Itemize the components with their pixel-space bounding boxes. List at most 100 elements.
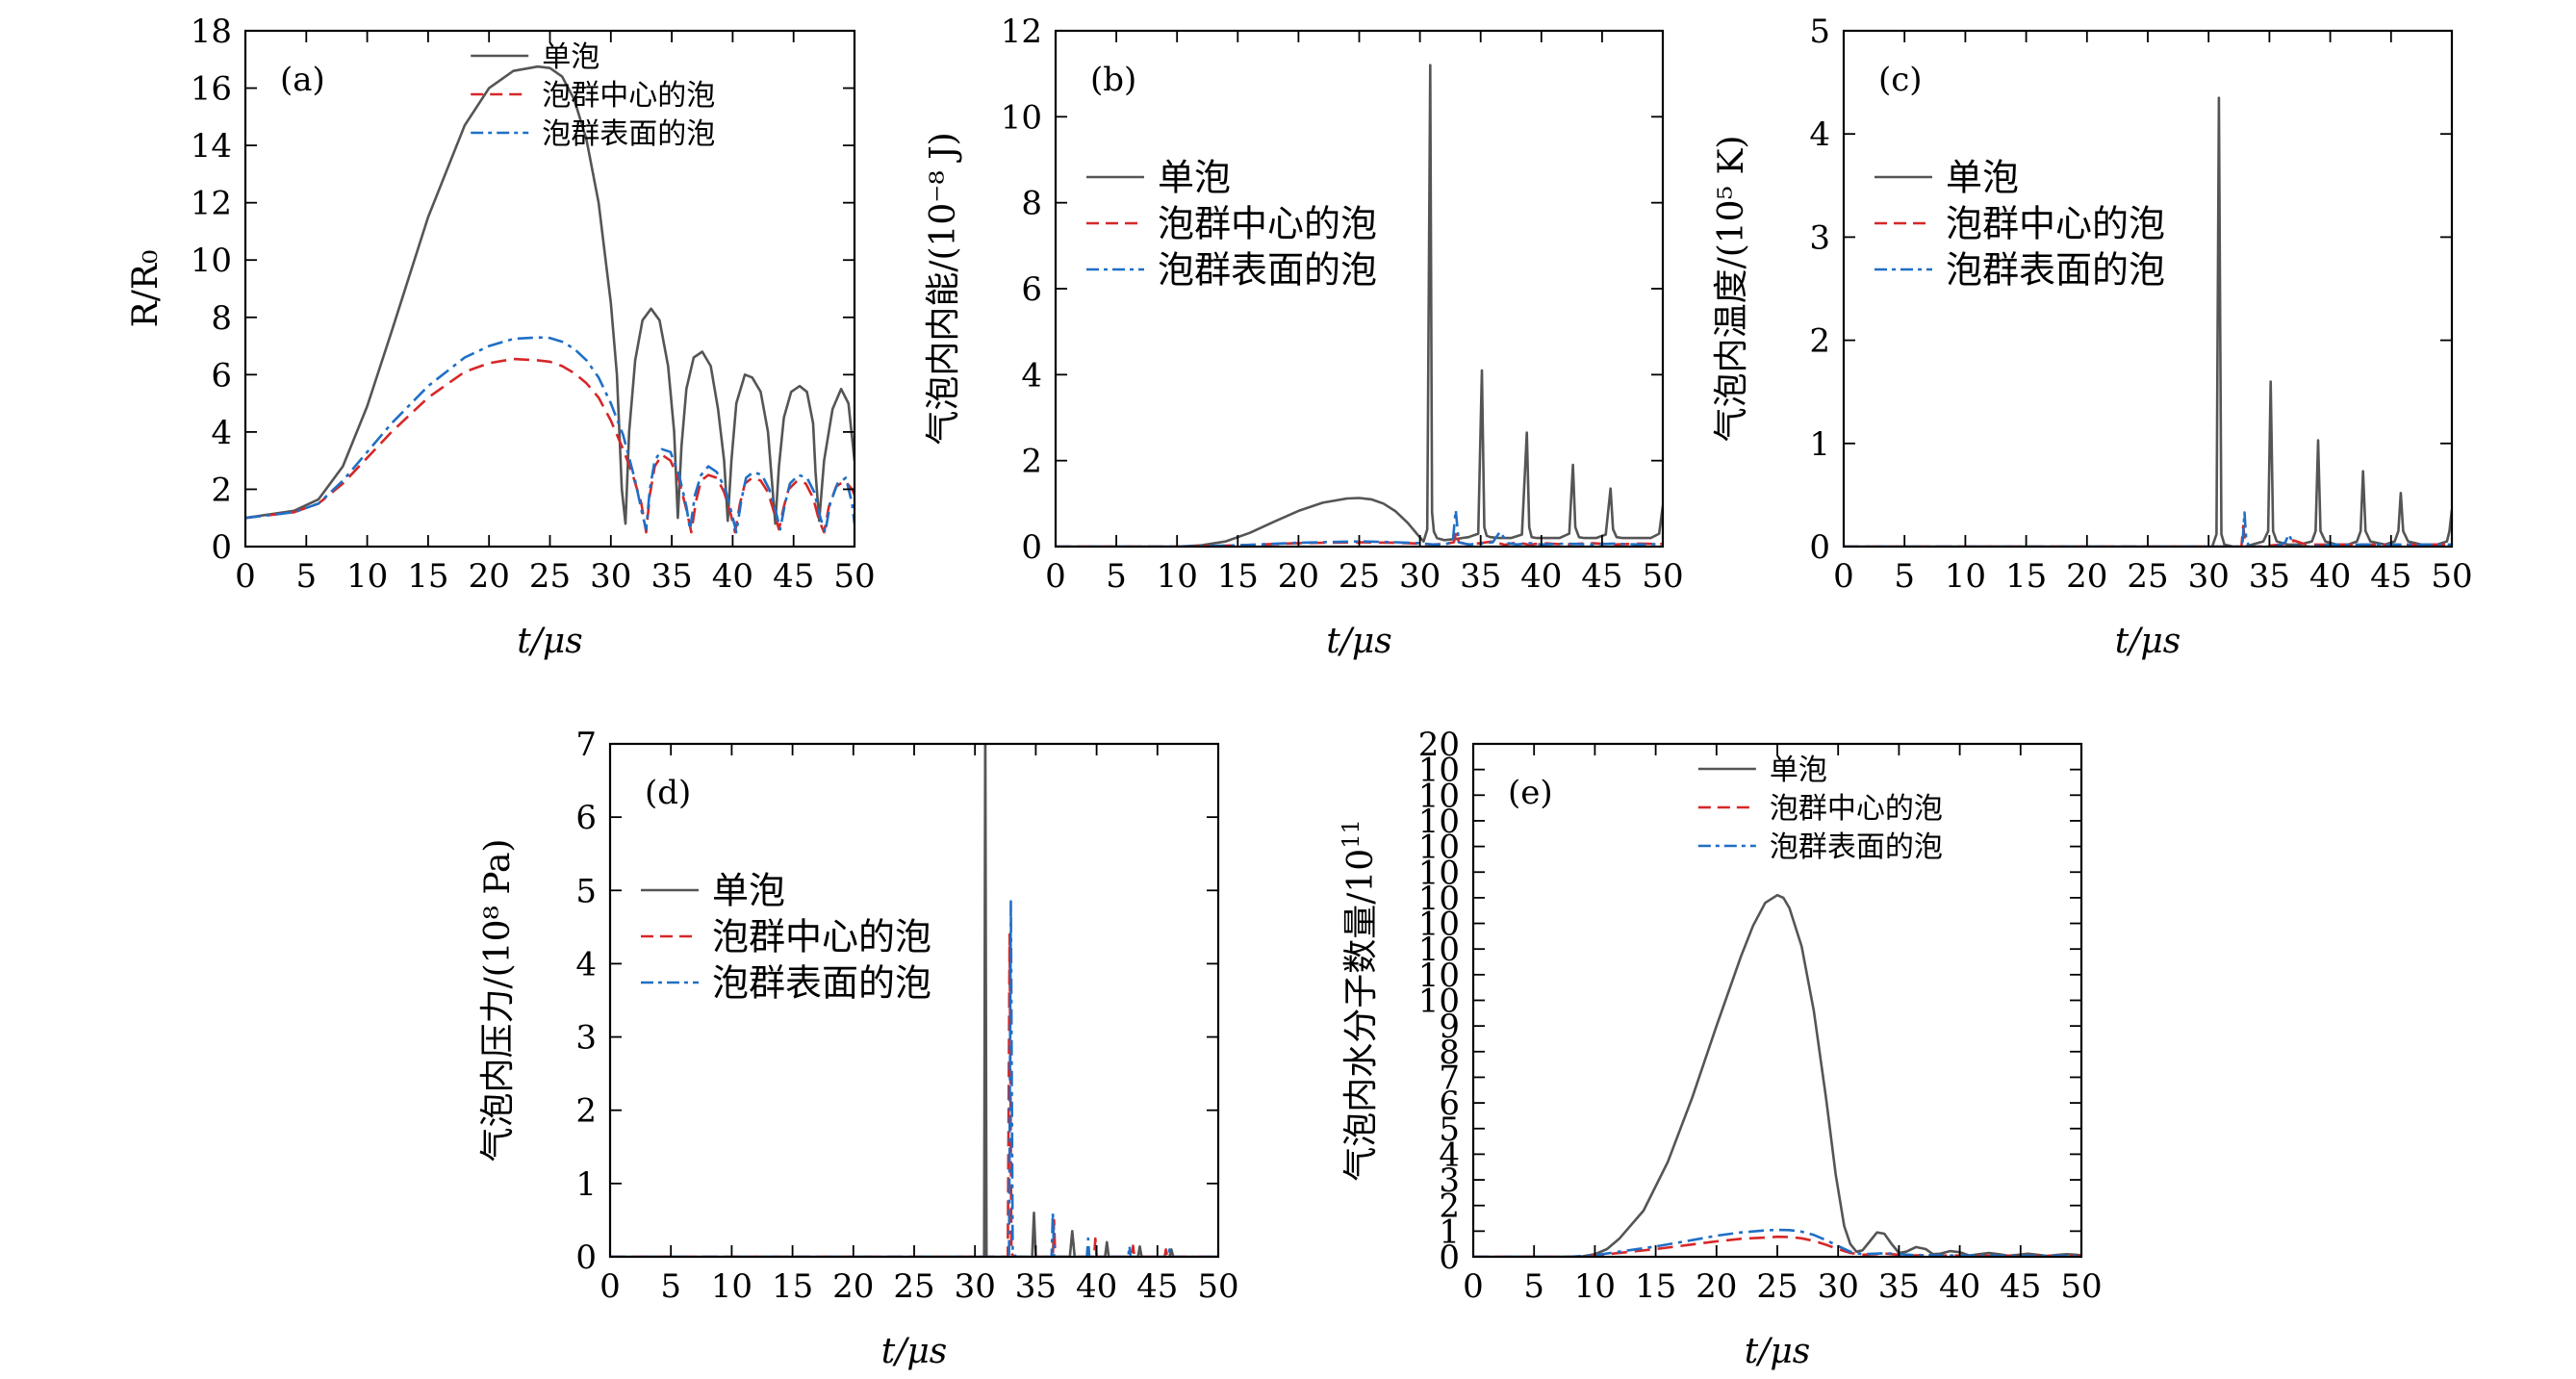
x-tick-label: 15	[407, 557, 448, 596]
y-axis-label: 气泡内压力/(10⁸ Pa)	[478, 839, 518, 1162]
y-axis-label: 气泡内水分子数量/1011	[1338, 819, 1381, 1182]
legend-label-1: 单泡	[712, 870, 785, 912]
y-tick-label: 6	[1021, 270, 1042, 309]
x-tick-label: 20	[2066, 557, 2107, 596]
y-tick-label: 10	[1418, 829, 1460, 867]
y-tick-label: 2	[1021, 443, 1042, 481]
x-tick-label: 20	[1278, 557, 1319, 596]
panel-label: (e)	[1508, 774, 1553, 812]
x-tick-label: 25	[1756, 1267, 1798, 1306]
x-tick-label: 10	[346, 557, 388, 596]
x-tick-label: 40	[2309, 557, 2351, 596]
x-tick-label: 40	[712, 557, 753, 596]
y-tick-label: 2	[1439, 1187, 1460, 1226]
y-tick-label: 12	[191, 185, 232, 223]
legend-label-1: 单泡	[1158, 157, 1231, 199]
y-tick-label: 0	[1809, 528, 1830, 567]
x-tick-label: 15	[1217, 557, 1259, 596]
y-tick-label: 5	[575, 872, 597, 910]
y-tick-label: 10	[1001, 98, 1042, 137]
x-tick-label: 45	[2370, 557, 2411, 596]
x-tick-label: 20	[832, 1267, 874, 1306]
x-tick-label: 25	[1339, 557, 1380, 596]
x-tick-label: 35	[1460, 557, 1501, 596]
x-tick-label: 15	[2005, 557, 2047, 596]
y-tick-label: 3	[575, 1019, 597, 1058]
x-tick-label: 50	[1197, 1267, 1238, 1306]
series-line-3	[1473, 1228, 2081, 1257]
x-tick-label: 20	[1696, 1267, 1737, 1306]
chart-panel-c: 0 5 10 15 20 25 30 35 40 45 50012345(c)t/μs气泡内温度/(…	[1712, 13, 2473, 661]
x-tick-label: 25	[2127, 557, 2168, 596]
y-tick-label: 1	[1809, 425, 1830, 464]
x-axis-label: t/μs	[2115, 622, 2181, 661]
x-tick-label: 45	[1581, 557, 1622, 596]
x-tick-label: 50	[833, 557, 875, 596]
x-tick-label: 40	[1076, 1267, 1117, 1306]
y-tick-label: 8	[1021, 185, 1042, 223]
y-axis-label: R/R₀	[126, 250, 166, 328]
series-line-3	[1844, 511, 2452, 547]
y-tick-label: 6	[575, 799, 597, 837]
x-tick-label: 30	[955, 1267, 996, 1306]
x-tick-label: 10	[1945, 557, 1986, 596]
y-tick-label: 6	[1439, 1085, 1460, 1123]
x-tick-label: 25	[529, 557, 571, 596]
y-axis-label-exponent: 11	[1338, 819, 1365, 849]
y-tick-label: 0	[211, 528, 232, 567]
y-tick-label: 4	[1809, 115, 1830, 154]
x-tick-label: 50	[2060, 1267, 2102, 1306]
y-tick-label: 8	[1439, 1034, 1460, 1072]
series-line-1	[1844, 96, 2452, 547]
x-tick-label: 35	[1878, 1267, 1920, 1306]
legend-label-3: 泡群表面的泡	[712, 962, 931, 1005]
y-tick-label: 10	[191, 242, 232, 280]
legend-label-3: 泡群表面的泡	[1946, 249, 2165, 292]
y-tick-label: 10	[1418, 957, 1460, 995]
x-tick-label: 20	[469, 557, 510, 596]
x-tick-label: 25	[893, 1267, 934, 1306]
x-tick-label: 45	[773, 557, 814, 596]
y-tick-label: 14	[191, 127, 232, 166]
x-tick-label: 0	[1045, 557, 1066, 596]
x-tick-label: 50	[2431, 557, 2472, 596]
y-tick-label: 4	[211, 414, 232, 452]
y-tick-label: 8	[211, 299, 232, 338]
x-tick-label: 5	[1523, 1267, 1544, 1306]
x-tick-label: 5	[295, 557, 317, 596]
x-tick-label: 30	[1399, 557, 1441, 596]
x-axis-label: t/μs	[881, 1332, 947, 1371]
y-tick-label: 3	[1809, 218, 1830, 257]
x-tick-label: 10	[1157, 557, 1198, 596]
y-tick-label: 4	[1021, 356, 1042, 395]
x-tick-label: 5	[1106, 557, 1127, 596]
y-tick-label: 1	[1439, 1213, 1460, 1251]
series-line-2	[245, 357, 854, 534]
legend-label-1: 单泡	[1770, 753, 1827, 787]
panel-label: (b)	[1090, 61, 1136, 99]
x-tick-label: 0	[599, 1267, 621, 1306]
x-tick-label: 0	[1463, 1267, 1484, 1306]
legend-label-2: 泡群中心的泡	[1946, 203, 2165, 245]
y-tick-label: 2	[1809, 322, 1830, 361]
legend-label-2: 泡群中心的泡	[712, 916, 931, 958]
y-tick-label: 2	[211, 471, 232, 509]
x-tick-label: 5	[660, 1267, 681, 1306]
series-line-1	[245, 64, 854, 525]
panel-label: (d)	[645, 774, 691, 812]
x-tick-label: 0	[1833, 557, 1854, 596]
legend-label-3: 泡群表面的泡	[1158, 249, 1377, 292]
y-tick-label: 4	[1439, 1136, 1460, 1174]
series-line-2	[1473, 1235, 2081, 1257]
x-tick-label: 40	[1939, 1267, 1980, 1306]
y-tick-label: 10	[1418, 777, 1460, 815]
x-tick-label: 30	[1818, 1267, 1859, 1306]
y-tick-label: 10	[1418, 854, 1460, 892]
y-tick-label: 2	[575, 1092, 597, 1131]
y-tick-label: 18	[191, 13, 232, 51]
x-tick-label: 10	[711, 1267, 752, 1306]
